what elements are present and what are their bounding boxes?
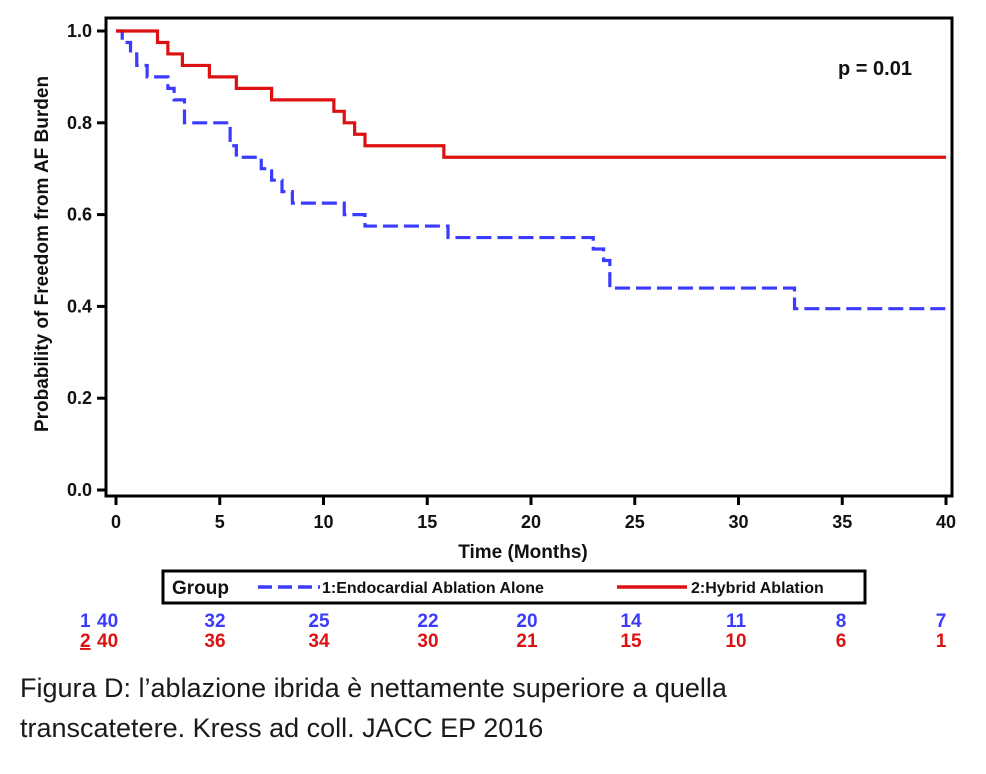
legend-label-hybrid: 2:Hybrid Ablation <box>691 580 824 597</box>
risk-count: 30 <box>417 631 438 652</box>
risk-count: 34 <box>308 631 330 652</box>
series-line-endocardial <box>116 29 946 311</box>
p-value-annotation: p = 0.01 <box>838 58 912 80</box>
risk-count: 20 <box>516 611 537 632</box>
risk-count: 40 <box>97 611 118 632</box>
y-tick-label: 0.0 <box>67 480 92 500</box>
kaplan-meier-chart: 0.0 0.2 0.4 0.6 0.8 1.0 0 5 10 15 20 25 30 35 40 Prob… <box>32 16 956 652</box>
series-layer <box>116 29 946 311</box>
x-tick-label: 30 <box>728 512 748 532</box>
x-tick-label: 20 <box>521 512 541 532</box>
risk-group-label: 2 <box>80 631 91 652</box>
legend: Group 1:Endocardial Ablation Alone 2:Hyb… <box>161 569 867 605</box>
risk-count: 25 <box>308 611 330 632</box>
x-tick-label: 10 <box>313 512 333 532</box>
legend-title: Group <box>172 578 229 599</box>
risk-table: 1 40 32 25 22 20 14 11 8 7 2 40 36 34 30 21 15 10 6 1 <box>80 611 947 652</box>
risk-count: 22 <box>417 611 438 632</box>
plot-frame <box>104 16 954 498</box>
y-tick-label: 0.4 <box>67 296 92 316</box>
risk-count: 8 <box>836 611 847 632</box>
risk-count: 40 <box>97 631 118 652</box>
risk-count: 10 <box>725 631 746 652</box>
x-tick-label: 0 <box>111 512 121 532</box>
risk-count: 6 <box>836 631 847 652</box>
x-axis-title: Time (Months) <box>458 542 587 563</box>
legend-label-endocardial: 1:Endocardial Ablation Alone <box>322 580 544 597</box>
caption-line-1: Figura D: l’ablazione ibrida è nettament… <box>20 673 727 703</box>
y-tick-label: 1.0 <box>67 21 92 41</box>
risk-count: 1 <box>936 631 947 652</box>
x-tick-label: 35 <box>832 512 852 532</box>
caption-line-2: transcatetere. Kress ad coll. JACC EP 20… <box>20 713 544 743</box>
y-axis: 0.0 0.2 0.4 0.6 0.8 1.0 <box>67 21 106 500</box>
y-axis-title: Probability of Freedom from AF Burden <box>32 76 53 432</box>
series-line-hybrid <box>116 29 946 159</box>
risk-count: 11 <box>726 611 747 632</box>
risk-count: 15 <box>620 631 642 652</box>
risk-count: 14 <box>620 611 642 632</box>
y-tick-label: 0.8 <box>67 113 92 133</box>
figure-caption: Figura D: l’ablazione ibrida è nettament… <box>20 668 970 748</box>
risk-group-label: 1 <box>80 611 91 632</box>
x-tick-label: 15 <box>417 512 437 532</box>
risk-count: 36 <box>204 631 225 652</box>
x-axis: 0 5 10 15 20 25 30 35 40 <box>111 496 956 532</box>
y-tick-label: 0.2 <box>67 388 92 408</box>
x-tick-label: 5 <box>215 512 225 532</box>
risk-count: 7 <box>936 611 947 632</box>
x-tick-label: 40 <box>936 512 956 532</box>
y-tick-label: 0.6 <box>67 205 92 225</box>
risk-count: 32 <box>204 611 225 632</box>
x-tick-label: 25 <box>625 512 645 532</box>
risk-count: 21 <box>516 631 538 652</box>
